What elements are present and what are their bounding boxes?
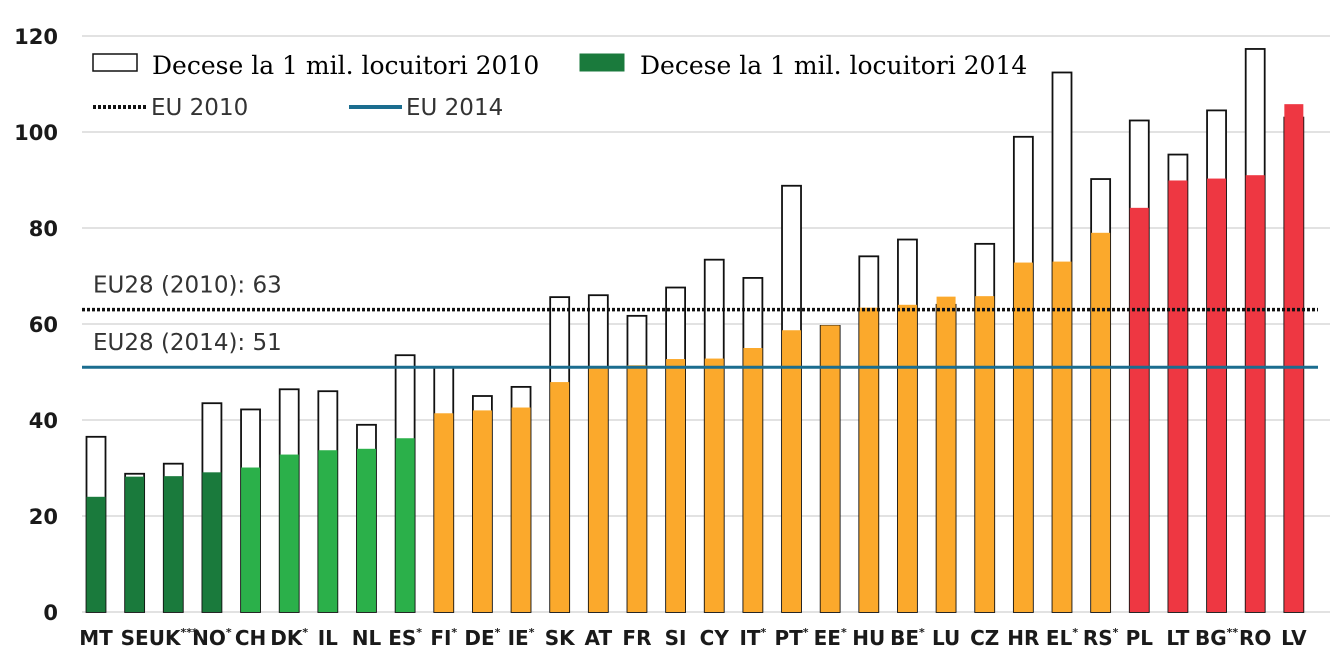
- x-tick-label: SI: [665, 626, 687, 650]
- x-tick-label: IL: [318, 626, 338, 650]
- y-axis-ticks: 0 20 40 60 80 100 120: [14, 25, 58, 625]
- bar-2014-lt: [1168, 180, 1188, 613]
- bar-2014-mt: [86, 496, 106, 612]
- x-tick-label: NL: [352, 626, 382, 650]
- x-tick-label: CH: [235, 626, 266, 650]
- x-tick-label: BG**: [1195, 626, 1238, 650]
- x-tick-label: FR: [622, 626, 651, 650]
- x-tick-label: HU: [852, 626, 885, 650]
- x-tick-label: ES*: [388, 626, 422, 650]
- bar-2014-uk: [163, 476, 183, 612]
- x-tick-label: SK: [545, 626, 576, 650]
- bar-2014-il: [318, 450, 338, 612]
- bar-2014-be: [897, 304, 917, 612]
- x-tick-label: PT*: [774, 626, 808, 650]
- reference-lines: EU28 (2010): 63 EU28 (2014): 51: [82, 273, 1318, 369]
- x-tick-label: LV: [1281, 626, 1307, 650]
- bar-2014-hu: [859, 307, 879, 612]
- x-tick-label: EL*: [1046, 626, 1078, 650]
- bar-2014-sk: [550, 382, 570, 612]
- bar-2014-bg: [1207, 178, 1227, 612]
- x-tick-label: CY: [700, 626, 730, 650]
- bar-2014-nl: [356, 448, 376, 612]
- y-tick-label: 80: [29, 217, 58, 241]
- x-tick-label: MT: [79, 626, 113, 650]
- bar-2014-hr: [1013, 262, 1033, 612]
- x-tick-label: UK***: [149, 626, 198, 650]
- reference-label-eu-2010: EU28 (2010): 63: [93, 273, 282, 299]
- bar-2014-cz: [975, 296, 995, 612]
- bar-2014-ro: [1245, 175, 1265, 612]
- bar-2014-pt: [782, 330, 802, 612]
- bar-2014-de: [472, 410, 492, 612]
- y-tick-label: 20: [29, 505, 58, 529]
- x-tick-label: AT: [585, 626, 613, 650]
- bar-2014-se: [125, 476, 145, 612]
- bar-2014-el: [1052, 261, 1072, 612]
- bar-2014-pl: [1129, 207, 1149, 612]
- x-tick-label: DK*: [270, 626, 308, 650]
- bar-2014-fi: [434, 413, 454, 612]
- x-tick-label: RO: [1239, 626, 1271, 650]
- x-tick-label: EE*: [814, 626, 847, 650]
- y-tick-label: 120: [14, 25, 58, 49]
- x-tick-label: HR: [1007, 626, 1039, 650]
- legend-swatch-2014: [579, 53, 625, 72]
- legend: Decese la 1 mil. locuitori 2010 Decese l…: [92, 51, 1027, 121]
- bar-2014-lu: [936, 296, 956, 612]
- bar-2014-ch: [241, 467, 261, 612]
- x-tick-label: LT: [1166, 626, 1189, 650]
- bar-2014-cy: [704, 358, 724, 612]
- bar-2014-dk: [279, 454, 299, 612]
- y-tick-label: 40: [29, 409, 58, 433]
- y-tick-label: 0: [43, 601, 58, 625]
- x-axis-labels: MT SE UK***NO* CH DK* IL NL ES* FI* DE* IE* SK AT FR S…: [79, 626, 1307, 650]
- x-tick-label: FI*: [430, 626, 457, 650]
- bar-2014-at: [588, 367, 608, 612]
- x-tick-label: DE*: [464, 626, 500, 650]
- x-tick-label: IT*: [739, 626, 766, 650]
- bar-2014-fr: [627, 365, 647, 612]
- x-tick-label: LU: [932, 626, 960, 650]
- x-tick-label: PL: [1126, 626, 1154, 650]
- bars: [85, 48, 1305, 613]
- y-tick-label: 60: [29, 313, 58, 337]
- x-tick-label: RS*: [1083, 626, 1119, 650]
- x-tick-label: IE*: [508, 626, 535, 650]
- x-tick-label: NO*: [192, 626, 232, 650]
- reference-label-eu-2014: EU28 (2014): 51: [93, 330, 282, 356]
- bar-2014-lv: [1284, 104, 1304, 612]
- bar-2014-ee: [820, 325, 840, 612]
- y-tick-label: 100: [14, 121, 58, 145]
- legend-swatch-2010: [92, 53, 138, 72]
- legend-label-eu2014: EU 2014: [406, 95, 503, 121]
- legend-label-2014: Decese la 1 mil. locuitori 2014: [640, 51, 1027, 80]
- legend-label-2010: Decese la 1 mil. locuitori 2010: [152, 51, 539, 80]
- bar-2014-it: [743, 348, 763, 612]
- bar-2014-rs: [1091, 232, 1111, 613]
- bar-2014-no: [202, 472, 222, 612]
- bar-2014-ie: [511, 407, 531, 612]
- x-tick-label: SE: [121, 626, 149, 650]
- bar-2014-es: [395, 438, 415, 612]
- x-tick-label: BE*: [890, 626, 925, 650]
- legend-label-eu2010: EU 2010: [151, 95, 248, 121]
- bar-2014-si: [666, 359, 686, 612]
- x-tick-label: CZ: [970, 626, 999, 650]
